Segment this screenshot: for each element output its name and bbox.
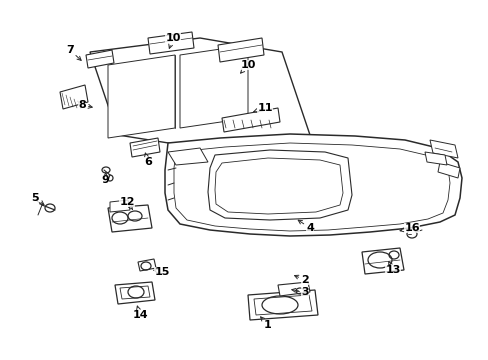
Polygon shape [148, 32, 194, 54]
Text: 16: 16 [399, 223, 419, 233]
Polygon shape [130, 138, 160, 157]
Text: 3: 3 [291, 287, 308, 297]
Text: 13: 13 [385, 261, 400, 275]
Polygon shape [90, 38, 309, 148]
Polygon shape [138, 259, 156, 271]
Text: 6: 6 [144, 153, 152, 167]
Polygon shape [180, 45, 247, 128]
Polygon shape [168, 148, 207, 165]
Polygon shape [164, 134, 461, 236]
Polygon shape [218, 38, 264, 62]
Text: 1: 1 [260, 317, 271, 330]
Text: 10: 10 [165, 33, 181, 48]
Text: 2: 2 [294, 275, 308, 285]
Polygon shape [361, 248, 403, 274]
Text: 10: 10 [240, 60, 255, 73]
Polygon shape [207, 150, 351, 220]
Polygon shape [424, 152, 446, 165]
Text: 4: 4 [298, 220, 313, 233]
Text: 14: 14 [132, 306, 147, 320]
Text: 12: 12 [119, 197, 135, 210]
Polygon shape [278, 282, 309, 296]
Polygon shape [108, 205, 152, 232]
Text: 8: 8 [78, 100, 92, 110]
Polygon shape [108, 55, 175, 138]
Polygon shape [429, 140, 457, 158]
Text: 7: 7 [66, 45, 81, 60]
Polygon shape [60, 85, 88, 109]
Polygon shape [247, 290, 317, 320]
Text: 11: 11 [253, 103, 272, 113]
Polygon shape [110, 200, 130, 212]
Text: 9: 9 [101, 172, 109, 185]
Polygon shape [437, 162, 459, 178]
Polygon shape [86, 50, 114, 68]
Polygon shape [115, 282, 155, 304]
Text: 15: 15 [154, 267, 169, 277]
Polygon shape [222, 108, 280, 132]
Text: 5: 5 [31, 193, 44, 205]
